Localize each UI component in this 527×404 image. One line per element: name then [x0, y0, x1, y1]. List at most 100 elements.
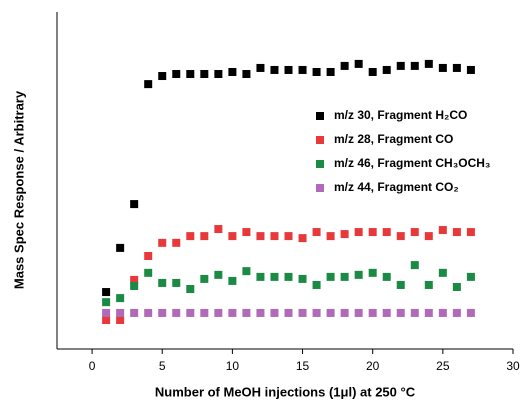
data-point [326, 272, 335, 281]
data-point [312, 308, 321, 317]
data-point [214, 70, 223, 79]
data-point [354, 228, 363, 237]
data-point [256, 308, 265, 317]
data-point [424, 232, 433, 241]
data-point [396, 308, 405, 317]
x-tick-label: 30 [506, 359, 520, 373]
data-point [382, 272, 391, 281]
data-point [144, 251, 153, 260]
data-point [158, 308, 167, 317]
data-point [144, 80, 153, 89]
data-point [242, 228, 251, 237]
data-point [298, 234, 307, 243]
data-point [396, 280, 405, 289]
data-point [452, 282, 461, 291]
data-point [284, 272, 293, 281]
data-point [410, 261, 419, 270]
data-point [102, 298, 111, 307]
data-point [368, 67, 377, 76]
data-point [116, 243, 125, 252]
data-point [270, 232, 279, 241]
legend-label: m/z 44, Fragment CO₂ [334, 180, 459, 194]
data-point [466, 308, 475, 317]
data-point [340, 272, 349, 281]
data-point [312, 228, 321, 237]
legend-marker [316, 160, 324, 168]
data-point [200, 232, 209, 241]
data-point [452, 63, 461, 72]
data-point [130, 200, 139, 209]
data-point [130, 275, 139, 284]
data-point [256, 63, 265, 72]
data-point [410, 61, 419, 70]
data-point [172, 70, 181, 79]
data-point [102, 316, 111, 325]
data-point [298, 274, 307, 283]
data-point [186, 232, 195, 241]
data-point [424, 308, 433, 317]
data-point [326, 232, 335, 241]
data-point [214, 270, 223, 279]
data-point [256, 272, 265, 281]
data-point [326, 67, 335, 76]
data-point [214, 308, 223, 317]
data-point [424, 280, 433, 289]
data-point [186, 285, 195, 294]
data-point [410, 308, 419, 317]
data-point [466, 228, 475, 237]
data-point [424, 59, 433, 68]
data-point [368, 268, 377, 277]
data-point [200, 70, 209, 79]
data-point [144, 268, 153, 277]
x-tick-label: 20 [366, 359, 380, 373]
data-point [466, 65, 475, 74]
data-point [368, 228, 377, 237]
x-tick-label: 0 [89, 359, 96, 373]
data-point [438, 308, 447, 317]
data-point [116, 316, 125, 325]
data-point [284, 308, 293, 317]
data-point [452, 228, 461, 237]
data-point [382, 228, 391, 237]
data-point [438, 226, 447, 235]
data-point [228, 276, 237, 285]
x-tick-label: 15 [296, 359, 310, 373]
data-point [116, 294, 125, 303]
data-point [270, 272, 279, 281]
data-point [312, 280, 321, 289]
data-point [102, 288, 111, 297]
data-point [186, 70, 195, 79]
x-tick-label: 5 [159, 359, 166, 373]
data-point [200, 308, 209, 317]
data-point [172, 238, 181, 247]
data-point [172, 278, 181, 287]
legend-marker [316, 112, 324, 120]
data-point [130, 308, 139, 317]
data-point [172, 308, 181, 317]
legend-marker [316, 136, 324, 144]
data-point [340, 230, 349, 239]
data-point [256, 232, 265, 241]
data-point [438, 268, 447, 277]
data-point [354, 308, 363, 317]
data-point [270, 308, 279, 317]
data-point [158, 72, 167, 81]
data-point [452, 308, 461, 317]
data-point [340, 61, 349, 70]
data-point [200, 274, 209, 283]
data-point [312, 67, 321, 76]
data-point [116, 308, 125, 317]
data-point [144, 308, 153, 317]
x-tick-label: 25 [436, 359, 450, 373]
data-point [242, 267, 251, 276]
data-point [396, 232, 405, 241]
data-point [270, 65, 279, 74]
data-point [228, 67, 237, 76]
data-point [242, 308, 251, 317]
data-point [410, 228, 419, 237]
data-point [368, 308, 377, 317]
data-point [438, 63, 447, 72]
data-point [396, 61, 405, 70]
y-axis-label: Mass Spec Response / Arbitrary [11, 90, 26, 289]
